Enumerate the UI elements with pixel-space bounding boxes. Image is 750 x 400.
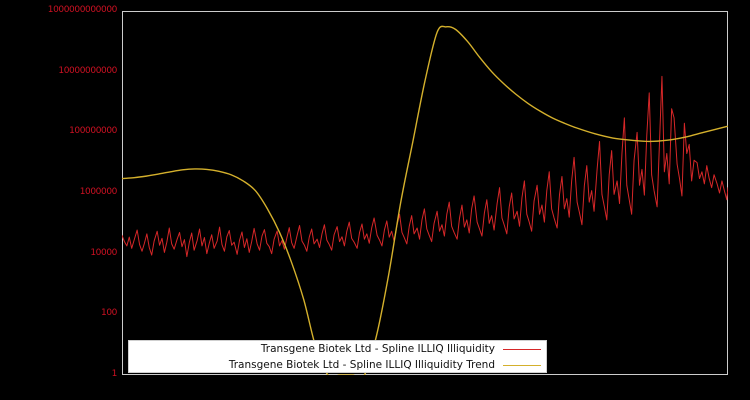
legend-entry-illiquidity[interactable]: Transgene Biotek Ltd - Spline ILLIQ Illi… [129,342,546,357]
series-line-illiquidity [122,75,728,258]
y-tick-label: 1000000 [79,187,118,197]
plot-area-border [122,11,728,375]
legend-line-sample-red [503,349,541,350]
legend-label-illiquidity: Transgene Biotek Ltd - Spline ILLIQ Illi… [260,343,495,355]
legend-label-illiquidity-trend: Transgene Biotek Ltd - Spline ILLIQ Illi… [228,359,495,371]
y-tick-label: 1 [111,369,118,379]
y-tick-label: 10000000000 [58,65,117,76]
y-tick-label: 10000 [90,247,117,258]
chart-legend[interactable]: Transgene Biotek Ltd - Spline ILLIQ Illi… [128,340,547,373]
legend-line-sample-gold [503,365,541,366]
y-tick-label: 100000000 [69,126,117,137]
y-tick-label: 1000000000000 [47,5,118,15]
data-series-layer [122,25,728,375]
series-line-illiquidity-trend [122,25,728,375]
legend-entry-illiquidity-trend[interactable]: Transgene Biotek Ltd - Spline ILLIQ Illi… [129,358,546,373]
y-tick-label: 100 [101,308,117,319]
